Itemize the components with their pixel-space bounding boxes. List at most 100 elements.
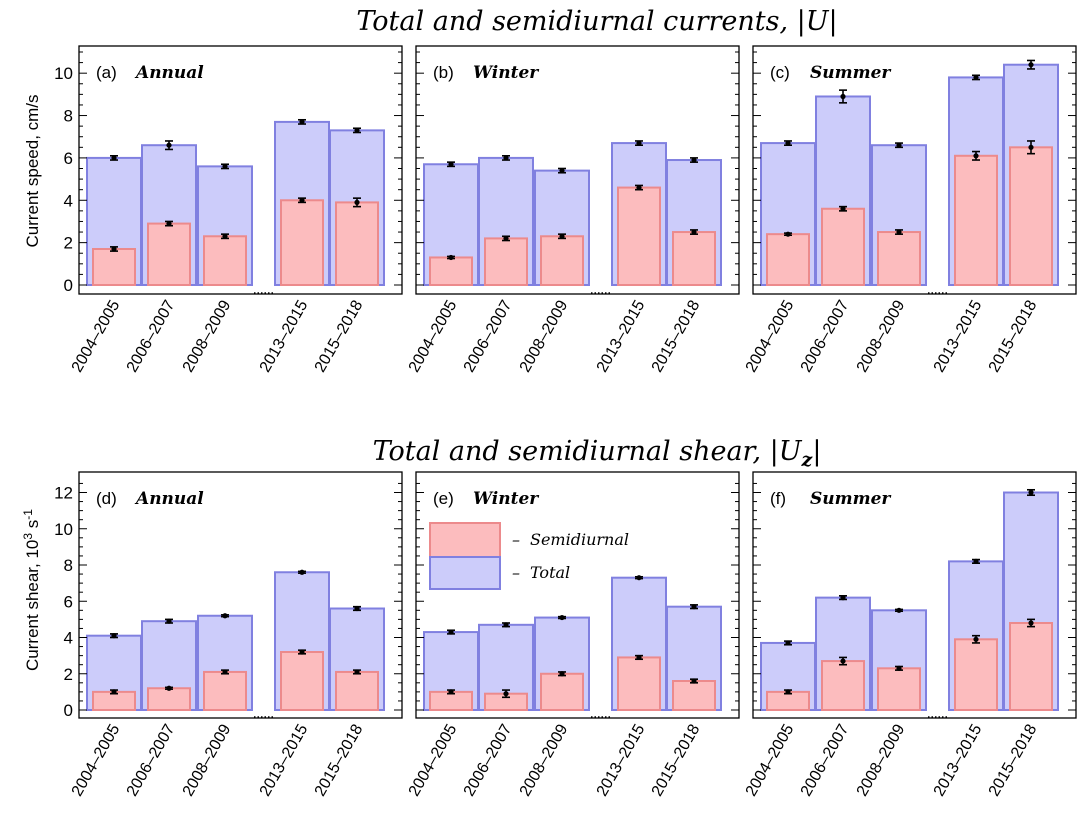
bottom-title: Total and semidiurnal shear, |Uz| [373,436,822,471]
panel-f: 2004–2005 2006–2007 2008–2009 2013–2015 2015… [743,471,1077,799]
panel-label: (b) [433,63,454,82]
bar-semidiurnal [766,690,810,711]
error-bar-semidiurnal [502,689,510,699]
data-point [354,669,360,675]
panel-d: 2004–2005 2006–2007 2008–2009 2013–2015 2015… [54,471,403,799]
data-point [166,142,172,148]
data-point [840,658,846,664]
data-point [503,235,509,241]
error-bar-semidiurnal [784,689,792,695]
data-point [354,199,360,205]
data-point [166,685,172,691]
bar-semidiurnal [429,690,473,711]
panel-frame [78,471,403,719]
bar-semidiurnal [877,231,921,286]
bar-semidiurnal [617,656,661,711]
error-bar-semidiurnal [165,685,173,691]
data-point [840,595,846,601]
error-bar-semidiurnal [221,233,229,240]
error-bar-semidiurnal [784,231,792,237]
data-point [559,671,565,677]
panel-frame [752,471,1077,719]
error-bar-semidiurnal [635,654,643,661]
x-tick-label: 2013–2015 [931,297,986,375]
error-bar-total [298,569,306,575]
x-tick-label: 2006–2007 [124,721,179,799]
panels: 2004–2005 2006–2007 2008–2009 2013–2015 2015… [54,45,1077,799]
bar-semidiurnal [672,680,716,711]
x-tick-label: 2015–2018 [312,297,367,375]
error-bar-semidiurnal [502,235,510,242]
data-point [111,689,117,695]
y-tick-label: 4 [64,191,73,210]
error-bar-total [110,154,118,161]
error-bar-total [502,622,510,628]
x-tick-label: 2004–2005 [406,297,461,375]
error-bar-semidiurnal [558,233,566,240]
error-bar-semidiurnal [298,649,306,655]
error-bar-semidiurnal [353,197,361,208]
bar-semidiurnal [203,670,247,711]
data-point [840,93,846,100]
x-tick-label: 2015–2018 [986,297,1041,375]
error-bar-semidiurnal [110,246,118,252]
error-bar-semidiurnal [972,150,980,161]
data-point [559,168,565,174]
bar-semidiurnal [617,186,661,286]
data-point [222,163,228,169]
bar-semidiurnal [821,207,865,286]
bar-semidiurnal [954,638,998,711]
error-bar-total [1027,59,1035,70]
panel-name: Annual [134,489,204,509]
data-point [691,157,697,163]
data-point [785,640,791,646]
panel-name: Summer [810,63,891,83]
bar-semidiurnal [954,154,998,286]
error-bar-total [447,161,455,168]
error-bar-total [839,595,847,601]
data-point [691,229,697,235]
data-point [503,691,509,697]
x-tick-label: 2015–2018 [649,297,704,375]
data-point [299,197,305,203]
x-tick-label: 2008–2009 [180,297,235,375]
panel-name: Summer [810,489,891,509]
y-tick-label: 0 [64,701,73,720]
error-bar-total [353,127,361,134]
x-tick-label: 2013–2015 [594,721,649,799]
error-bar-total [784,640,792,646]
error-bar-total [1027,488,1035,497]
data-point [111,155,117,161]
data-point [111,633,117,639]
bar-semidiurnal [1009,622,1053,711]
y-tick-label: 6 [64,149,73,168]
data-point [299,119,305,125]
error-bar-total [110,633,118,639]
data-point [840,206,846,212]
error-bar-total [690,157,698,163]
bar-semidiurnal [335,670,379,711]
panel-name: Winter [473,63,539,83]
error-bar-total [353,605,361,612]
data-point [166,618,172,624]
legend-label-total: Total [530,563,570,582]
data-point [973,74,979,81]
error-bar-total [558,167,566,174]
error-bar-semidiurnal [690,229,698,235]
data-point [636,184,642,191]
panel-label: (d) [96,489,117,508]
data-point [785,689,791,695]
data-point [973,153,979,159]
error-bar-semidiurnal [447,689,455,695]
data-point [691,604,697,610]
error-bar-total [839,89,847,104]
error-bar-total [635,575,643,581]
panel-label: (e) [433,489,454,508]
error-bar-semidiurnal [1027,618,1035,628]
data-point [1028,620,1034,626]
x-tick-label: 2004–2005 [743,721,798,799]
data-point [448,254,454,261]
bar-semidiurnal [92,690,136,711]
panel-label: (a) [96,63,117,82]
error-bar-total [972,74,980,81]
